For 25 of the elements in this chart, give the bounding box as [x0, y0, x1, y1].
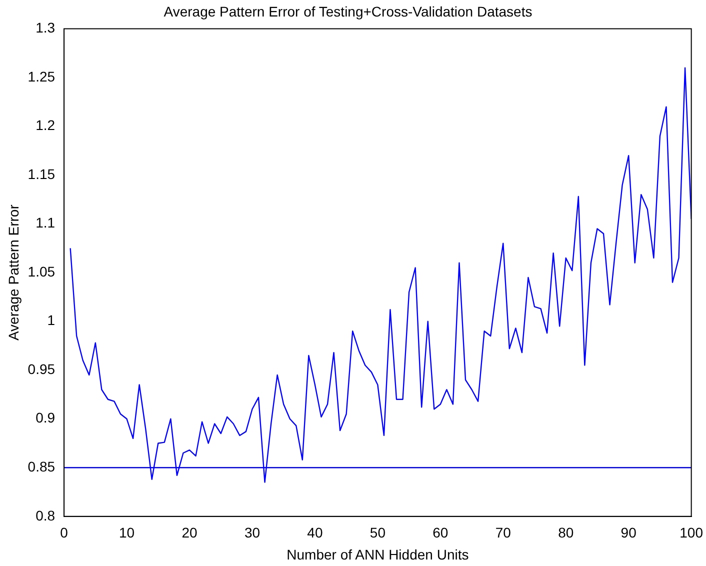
x-tick-label: 80: [558, 524, 574, 541]
y-tick-label: 1.25: [28, 68, 56, 84]
x-tick-label: 0: [60, 524, 68, 541]
x-tick-label: 50: [370, 524, 386, 541]
y-axis-title: Average Pattern Error: [5, 204, 22, 341]
y-tick-label: 1.1: [36, 214, 56, 231]
x-tick-label: 20: [182, 524, 198, 541]
y-tick-label: 0.8: [36, 507, 56, 524]
y-tick-label: 1.15: [28, 166, 56, 182]
x-tick-label: 10: [118, 524, 135, 541]
y-tick-label: 1.3: [36, 20, 56, 36]
x-tick-label: 30: [244, 524, 260, 541]
x-tick-label: 40: [307, 524, 323, 541]
x-tick-label: 100: [680, 524, 704, 541]
x-tick-label: 90: [620, 524, 637, 541]
x-axis-title: Number of ANN Hidden Units: [286, 546, 469, 562]
y-tick-label: 1.05: [28, 263, 56, 280]
chart-title: Average Pattern Error of Testing+Cross-Validation Datasets: [164, 3, 532, 20]
x-tick-label: 60: [432, 524, 448, 541]
y-tick-label: 1: [47, 312, 56, 328]
y-tick-label: 0.95: [28, 360, 56, 377]
y-tick-label: 0.85: [28, 458, 56, 474]
y-tick-label: 0.9: [36, 410, 56, 426]
y-tick-label: 1.2: [36, 117, 56, 134]
x-tick-label: 70: [495, 524, 512, 541]
